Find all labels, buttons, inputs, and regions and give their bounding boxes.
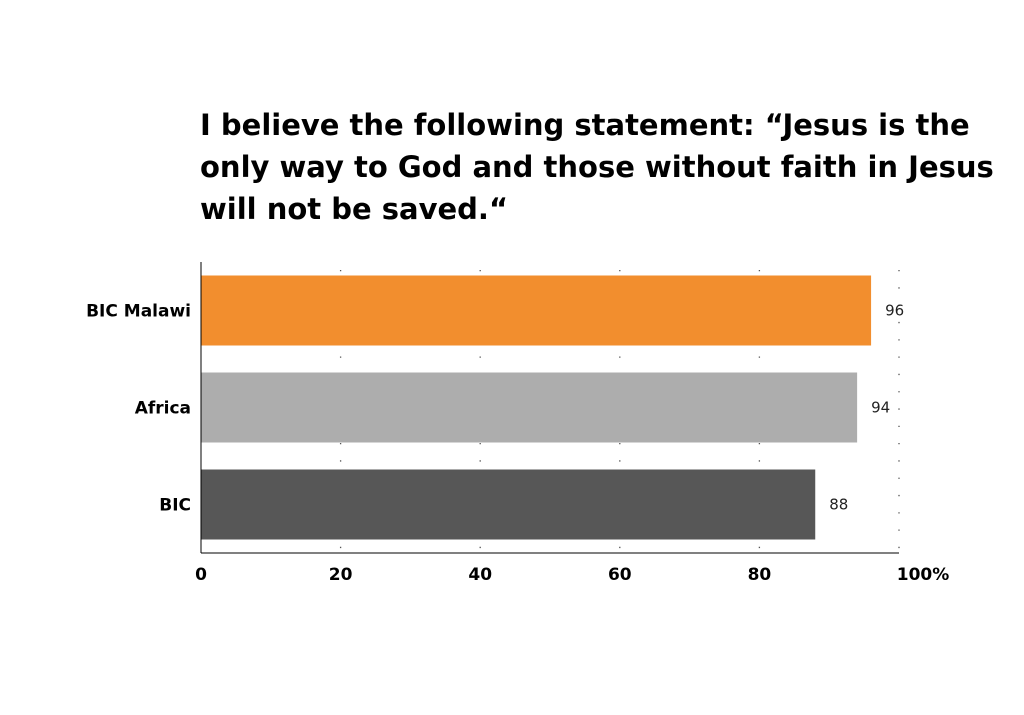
data-label-africa: 94 [871, 399, 890, 417]
category-label-bic-malawi: BIC Malawi [86, 302, 191, 322]
data-label-bic-malawi: 96 [885, 302, 904, 320]
labels: BIC Malawi 96 Africa 94 BIC 88 0 20 40 60 80 100% [86, 302, 949, 586]
category-label-africa: Africa [135, 399, 191, 419]
data-label-bic: 88 [829, 496, 848, 514]
bar-bic-malawi [201, 275, 872, 346]
bar-bic [201, 469, 816, 540]
x-tick-label-100: 100% [897, 565, 950, 585]
bars [201, 275, 872, 540]
category-label-bic: BIC [159, 496, 191, 516]
bar-africa [201, 372, 858, 443]
axes [200, 262, 899, 554]
x-tick-label-40: 40 [468, 565, 492, 585]
x-tick-label-0: 0 [195, 565, 207, 585]
x-tick-label-80: 80 [748, 565, 772, 585]
chart-title: I believe the following statement: “Jesu… [200, 108, 994, 226]
x-tick-label-60: 60 [608, 565, 632, 585]
x-tick-label-20: 20 [329, 565, 353, 585]
